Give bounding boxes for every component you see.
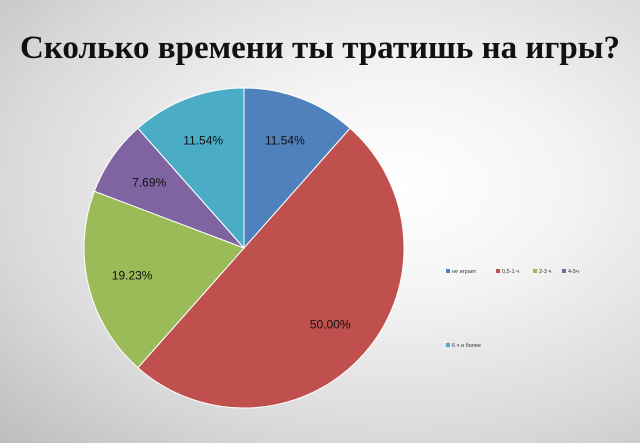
legend-swatch [562,269,566,273]
legend-item-4-5-ch: 4-5ч [562,269,579,275]
data-label-2-3-ch: 19.23% [112,269,153,283]
legend-label: 6 ч и более [452,343,481,349]
pie-slice-ne-igraet [243,87,351,250]
data-label-ne-igraet: 11.54% [265,133,305,147]
legend-label: 2-3 ч [539,269,551,275]
legend-label: не играет [452,269,477,275]
legend-swatch [533,269,537,273]
pie-slice-6-ch-i-bolee [137,87,245,250]
legend-item-0-5-1-ch: 0,5-1 ч [496,269,519,275]
legend-item-2-3-ch: 2-3 ч [533,269,551,275]
data-label-6-ch-i-bolee: 11.54% [183,133,223,147]
legend-swatch [446,269,450,273]
legend-label: 0,5-1 ч [502,269,519,275]
pie-slice-0-5-1-ch [137,127,405,409]
data-label-4-5-ch: 7.69% [132,176,166,190]
legend-item-ne-igraet: не играет [446,269,477,275]
legend-item-6-ch-i-bolee: 6 ч и более [446,343,481,349]
pie-slice-2-3-ch [83,190,245,369]
legend-swatch [496,269,500,273]
chart-title: Сколько времени ты тратишь на игры? [20,30,620,66]
legend-label: 4-5ч [568,269,579,275]
legend-swatch [446,343,450,347]
data-label-0-5-1-ch: 50.00% [310,317,351,331]
